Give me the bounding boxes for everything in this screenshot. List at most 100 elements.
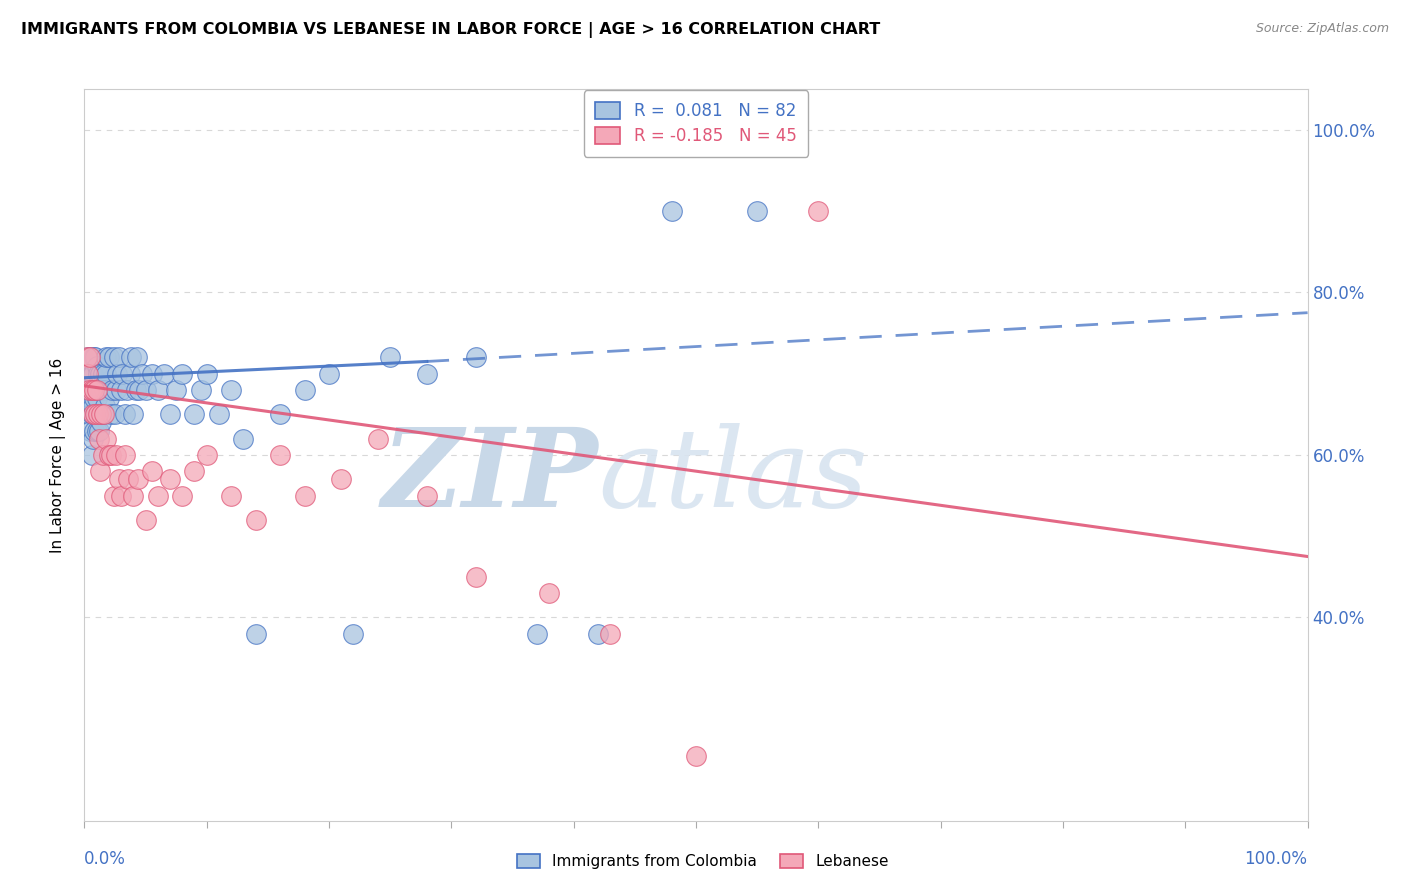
Point: [183, 407, 205, 421]
Point: [91, 407, 114, 421]
Point: [127, 472, 149, 486]
Point: [146, 383, 169, 397]
Point: [84, 407, 107, 421]
Point: [93, 383, 115, 397]
Point: [342, 626, 364, 640]
Point: [87, 407, 110, 421]
Point: [367, 432, 389, 446]
Point: [89, 367, 111, 381]
Point: [114, 407, 136, 421]
Point: [93, 407, 115, 421]
Point: [82, 407, 104, 421]
Point: [128, 383, 150, 397]
Point: [77, 367, 100, 381]
Point: [77, 367, 100, 381]
Point: [83, 424, 105, 438]
Point: [245, 513, 267, 527]
Point: [586, 626, 609, 640]
Point: [100, 448, 122, 462]
Point: [84, 383, 107, 397]
Point: [159, 407, 181, 421]
Point: [86, 391, 108, 405]
Point: [97, 351, 120, 365]
Point: [80, 407, 103, 421]
Point: [89, 407, 111, 421]
Point: [76, 383, 98, 397]
Point: [91, 367, 114, 381]
Legend: R =  0.081   N = 82, R = -0.185   N = 45: R = 0.081 N = 82, R = -0.185 N = 45: [583, 90, 808, 157]
Text: 0.0%: 0.0%: [84, 850, 127, 868]
Point: [87, 367, 110, 381]
Point: [82, 399, 104, 413]
Point: [599, 626, 621, 640]
Point: [807, 204, 830, 219]
Point: [269, 407, 291, 421]
Text: Source: ZipAtlas.com: Source: ZipAtlas.com: [1256, 22, 1389, 36]
Point: [105, 383, 128, 397]
Point: [90, 383, 112, 397]
Point: [464, 351, 486, 365]
Point: [195, 448, 218, 462]
Point: [89, 464, 111, 478]
Point: [208, 407, 231, 421]
Point: [747, 204, 769, 219]
Point: [103, 351, 125, 365]
Point: [79, 351, 101, 365]
Point: [86, 424, 108, 438]
Point: [107, 472, 129, 486]
Point: [82, 367, 104, 381]
Point: [380, 351, 402, 365]
Point: [79, 391, 101, 405]
Point: [83, 383, 105, 397]
Legend: Immigrants from Colombia, Lebanese: Immigrants from Colombia, Lebanese: [512, 848, 894, 875]
Point: [87, 383, 110, 397]
Point: [91, 448, 114, 462]
Point: [146, 489, 169, 503]
Point: [90, 416, 112, 430]
Point: [96, 432, 118, 446]
Text: atlas: atlas: [598, 423, 868, 531]
Point: [77, 407, 100, 421]
Point: [135, 383, 157, 397]
Point: [219, 383, 242, 397]
Point: [80, 383, 103, 397]
Point: [661, 204, 683, 219]
Y-axis label: In Labor Force | Age > 16: In Labor Force | Age > 16: [49, 358, 66, 552]
Point: [96, 367, 118, 381]
Point: [82, 432, 104, 446]
Point: [125, 383, 148, 397]
Point: [125, 351, 148, 365]
Point: [526, 626, 548, 640]
Point: [232, 432, 254, 446]
Point: [87, 407, 110, 421]
Point: [87, 424, 110, 438]
Point: [141, 367, 163, 381]
Point: [172, 367, 194, 381]
Point: [90, 407, 112, 421]
Point: [245, 626, 267, 640]
Point: [77, 367, 100, 381]
Point: [464, 570, 486, 584]
Point: [122, 407, 145, 421]
Point: [86, 383, 108, 397]
Point: [79, 351, 101, 365]
Point: [190, 383, 212, 397]
Point: [183, 464, 205, 478]
Text: 100.0%: 100.0%: [1244, 850, 1308, 868]
Point: [141, 464, 163, 478]
Point: [685, 748, 707, 763]
Point: [87, 432, 110, 446]
Point: [219, 489, 242, 503]
Point: [80, 367, 103, 381]
Point: [101, 383, 124, 397]
Point: [83, 391, 105, 405]
Point: [83, 351, 105, 365]
Point: [165, 383, 187, 397]
Point: [104, 407, 127, 421]
Point: [294, 489, 316, 503]
Point: [103, 489, 125, 503]
Point: [77, 351, 100, 365]
Point: [111, 367, 134, 381]
Point: [416, 489, 439, 503]
Point: [294, 383, 316, 397]
